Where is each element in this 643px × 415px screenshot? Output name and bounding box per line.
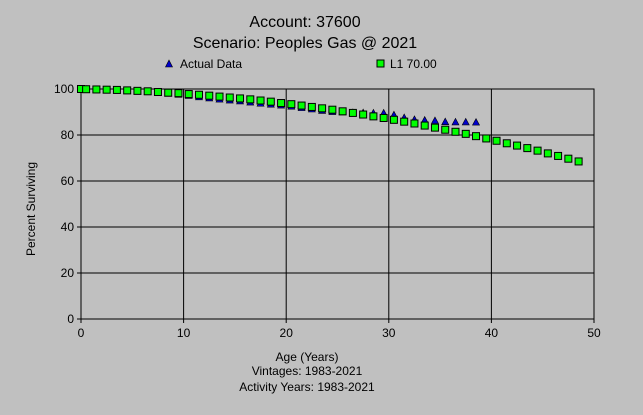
l1-curve-point — [287, 100, 296, 109]
l1-curve-point — [82, 85, 91, 94]
x-tick-label: 40 — [485, 326, 499, 340]
l1-curve-point — [400, 117, 409, 126]
x-tick-label: 0 — [78, 326, 85, 340]
x-tick-label: 50 — [587, 326, 601, 340]
l1-curve-point — [420, 121, 429, 130]
x-tick-label: 10 — [177, 326, 191, 340]
l1-curve-point — [266, 97, 275, 106]
l1-curve-point — [205, 91, 214, 100]
l1-curve-point — [246, 95, 255, 104]
x-tick-label: 30 — [382, 326, 396, 340]
data-marks — [77, 85, 583, 166]
l1-curve-point — [194, 90, 203, 99]
l1-curve-point — [225, 93, 234, 102]
l1-curve-point — [564, 154, 573, 163]
l1-curve-point — [472, 132, 481, 141]
legend: Actual Data L1 70.00 — [165, 57, 437, 71]
l1-curve-point — [554, 151, 563, 160]
legend-label-l1: L1 70.00 — [390, 57, 437, 71]
y-tick-label: 20 — [61, 266, 75, 280]
l1-curve-point — [236, 94, 245, 103]
l1-curve-point — [215, 92, 224, 101]
footnote-activity-years: Activity Years: 1983-2021 — [239, 380, 375, 394]
actual-data-point — [461, 117, 470, 126]
l1-curve-point — [451, 127, 460, 136]
l1-curve-point — [410, 119, 419, 128]
actual-data-point — [451, 117, 460, 126]
l1-curve-point — [297, 101, 306, 110]
y-axis-label: Percent Surviving — [24, 162, 38, 256]
chart-subtitle: Scenario: Peoples Gas @ 2021 — [193, 35, 417, 52]
l1-curve-point — [389, 115, 398, 124]
l1-curve-point — [348, 108, 357, 117]
y-tick-label: 80 — [61, 128, 75, 142]
l1-curve-point — [307, 102, 316, 111]
l1-curve-point — [318, 104, 327, 113]
l1-curve-point — [430, 123, 439, 132]
legend-marker-actual — [165, 59, 173, 68]
y-tick-label: 60 — [61, 174, 75, 188]
y-tick-label: 40 — [61, 220, 75, 234]
l1-curve-point — [92, 85, 101, 94]
plot-border — [80, 88, 595, 320]
l1-curve-point — [513, 141, 522, 150]
l1-curve-point — [441, 125, 450, 134]
l1-curve-point — [543, 149, 552, 158]
x-tick-label: 20 — [280, 326, 294, 340]
l1-curve-point — [256, 96, 265, 105]
l1-curve-point — [574, 157, 583, 166]
y-tick-label: 100 — [54, 82, 74, 96]
l1-curve-point — [102, 85, 111, 94]
l1-curve-point — [112, 85, 121, 94]
l1-curve-point — [461, 129, 470, 138]
l1-curve-point — [164, 88, 173, 97]
l1-curve-point — [502, 139, 511, 148]
l1-curve-point — [359, 110, 368, 119]
l1-curve-point — [123, 86, 132, 95]
l1-curve-point — [143, 87, 152, 96]
l1-curve-point — [523, 144, 532, 153]
y-tick-label: 0 — [67, 312, 74, 326]
l1-curve-point — [492, 136, 501, 145]
l1-curve-point — [379, 113, 388, 122]
actual-data-point — [472, 117, 481, 126]
l1-curve-point — [533, 146, 542, 155]
legend-marker-l1 — [376, 59, 385, 68]
l1-curve-point — [328, 105, 337, 114]
legend-label-actual: Actual Data — [180, 57, 242, 71]
l1-curve-point — [482, 134, 491, 143]
chart-title: Account: 37600 — [249, 14, 360, 31]
l1-curve-point — [153, 87, 162, 96]
grid — [77, 88, 595, 323]
tick-labels: 0 10 20 30 40 50 0 20 40 60 80 100 — [54, 82, 601, 340]
l1-curve-point — [184, 90, 193, 99]
l1-curve-point — [174, 89, 183, 98]
actual-data-point — [430, 116, 439, 124]
l1-curve-point — [338, 107, 347, 116]
actual-data-point — [441, 117, 450, 125]
footnote-vintages: Vintages: 1983-2021 — [252, 364, 363, 378]
l1-curve-point — [369, 112, 378, 121]
l1-curve-point — [133, 86, 142, 95]
l1-curve-point — [277, 99, 286, 108]
x-axis-label: Age (Years) — [276, 350, 339, 364]
